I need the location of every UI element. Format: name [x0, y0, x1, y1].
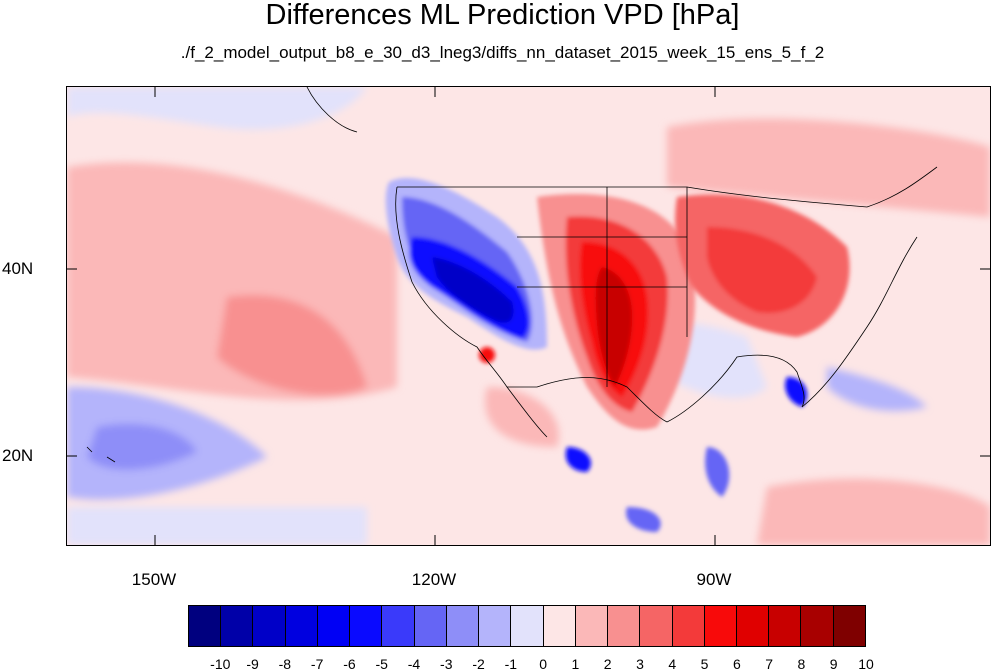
- colorbar-tick-label: -8: [278, 656, 292, 672]
- colorbar-tick-label: -3: [440, 656, 453, 672]
- colorbar-tick-label: -5: [375, 656, 388, 672]
- lon-label-90w: 90W: [696, 570, 732, 589]
- colorbar-box: [285, 606, 318, 646]
- field-light-blue-patches: [67, 87, 927, 545]
- colorbar: [188, 605, 866, 647]
- colorbar-box: [382, 606, 415, 646]
- colorbar-tick-label: 5: [700, 656, 709, 672]
- map-tick-marks: [67, 87, 990, 545]
- colorbar-tick-label: 7: [765, 656, 774, 672]
- colorbar-tick-label: 1: [571, 656, 580, 672]
- field-western-negative: [385, 177, 547, 350]
- coastlines-and-borders: [86, 87, 938, 463]
- lon-label-120w: 120W: [411, 570, 457, 589]
- colorbar-box: [350, 606, 383, 646]
- colorbar-box: [414, 606, 447, 646]
- colorbar-box: [704, 606, 737, 646]
- colorbar-box: [253, 606, 286, 646]
- lon-label-150w: 150W: [131, 570, 177, 589]
- colorbar-box: [317, 606, 351, 646]
- colorbar-tick-label: 9: [829, 656, 838, 672]
- colorbar-box: [672, 606, 705, 646]
- colorbar-box: [736, 606, 770, 646]
- colorbar-box: [575, 606, 609, 646]
- colorbar-tick-label: -2: [472, 656, 485, 672]
- colorbar-tick-label: -9: [246, 656, 259, 672]
- colorbar-box: [189, 606, 222, 646]
- colorbar-tick-label: -10: [210, 656, 231, 672]
- colorbar-box: [801, 606, 834, 646]
- lat-label-20n: 20N: [2, 446, 34, 465]
- colorbar-tick-label: 2: [603, 656, 612, 672]
- lat-label-40n: 40N: [2, 259, 34, 278]
- colorbar-box: [221, 606, 254, 646]
- colorbar-tick-label: 6: [732, 656, 741, 672]
- field-eastern-positive: [675, 194, 850, 337]
- colorbar-box: [640, 606, 673, 646]
- field-plains-positive: [537, 194, 696, 430]
- colorbar-box: [479, 606, 512, 646]
- colorbar-box: [446, 606, 480, 646]
- colorbar-box: [543, 606, 576, 646]
- difference-field-map: [67, 87, 990, 545]
- colorbar-tick-label: -1: [504, 656, 518, 672]
- colorbar-tick-label: -4: [407, 656, 421, 672]
- plot-title: Differences ML Prediction VPD [hPa]: [265, 0, 740, 31]
- colorbar-tick-label: 0: [539, 656, 548, 672]
- colorbar-box: [833, 606, 865, 646]
- colorbar-tick-label: 10: [858, 656, 874, 672]
- plot-subtitle: ./f_2_model_output_b8_e_30_d3_lneg3/diff…: [180, 43, 825, 62]
- colorbar-box: [511, 606, 544, 646]
- colorbar-tick-label: -7: [310, 656, 324, 672]
- colorbar-tick-label: 8: [797, 656, 806, 672]
- colorbar-box: [608, 606, 641, 646]
- colorbar-tick-label: 3: [636, 656, 644, 672]
- colorbar-box: [769, 606, 802, 646]
- colorbar-tick-label: -6: [343, 656, 356, 672]
- field-small-features: [479, 347, 807, 532]
- field-light-pink-patches: [67, 118, 990, 545]
- map-panel: [66, 86, 991, 546]
- colorbar-tick-label: 4: [668, 656, 677, 672]
